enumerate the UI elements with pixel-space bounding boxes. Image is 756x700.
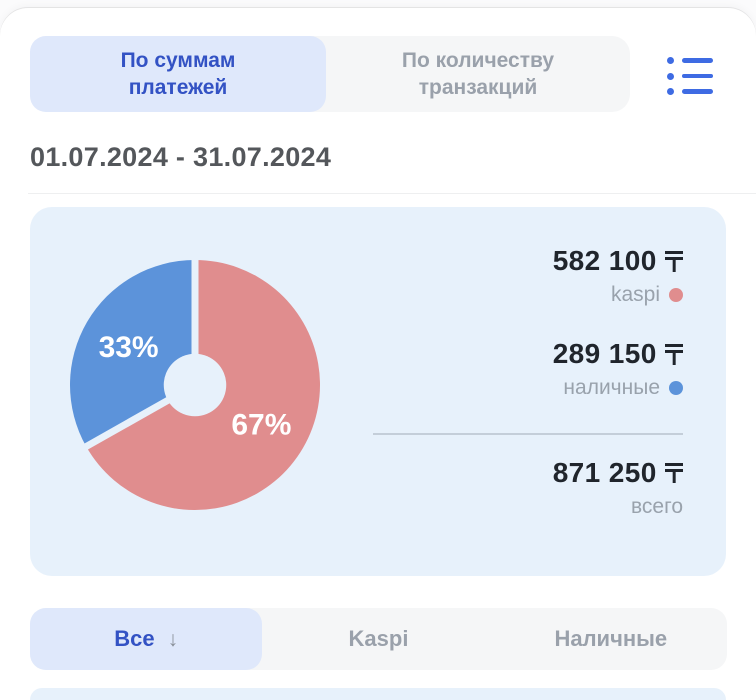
report-type-tabs: По суммам платежей По количеству транзак… (30, 36, 630, 112)
dropdown-arrow-icon: ↓ (167, 627, 179, 651)
total-amount-number: 871 250 (552, 456, 657, 488)
pie-percent-label: 33% (99, 331, 159, 364)
tab-by-payment-sums-label: По суммам платежей (120, 48, 236, 99)
tenge-icon (665, 462, 683, 484)
tab-by-transaction-count[interactable]: По количеству транзакций (326, 36, 630, 112)
filter-tab-cash[interactable]: Наличные (495, 608, 727, 670)
total-label-row: всего (373, 494, 683, 520)
list-icon-row (667, 57, 713, 64)
kaspi-amount: 582 100 (373, 245, 683, 277)
payments-chart-card: 67% 33% 582 100 kaspi 289 150 на (30, 207, 726, 576)
cash-amount: 289 150 (373, 338, 683, 370)
list-icon-row (667, 72, 713, 80)
donut-chart: 67% 33% (35, 225, 355, 545)
section-divider (28, 193, 756, 194)
kaspi-dot-icon (669, 288, 683, 302)
tab-by-transaction-count-label: По количеству транзакций (401, 48, 555, 99)
pie-percent-label: 67% (231, 409, 291, 442)
payment-filter-tabs: Все ↓ Kaspi Наличные (30, 608, 727, 670)
kaspi-amount-number: 582 100 (552, 245, 657, 276)
legend-item-kaspi: 582 100 kaspi (373, 245, 683, 308)
filter-tab-kaspi-label: Kaspi (348, 626, 409, 651)
filter-tab-all[interactable]: Все ↓ (30, 608, 263, 670)
cash-label-row: наличные (373, 375, 683, 401)
chart-legend: 582 100 kaspi 289 150 наличные (373, 245, 683, 520)
kaspi-label-row: kaspi (373, 282, 683, 308)
cash-label: наличные (563, 376, 660, 399)
kaspi-label: kaspi (610, 283, 660, 306)
legend-item-total: 871 250 всего (373, 457, 683, 520)
cash-dot-icon (669, 381, 683, 395)
tenge-icon (665, 251, 683, 272)
list-icon[interactable] (667, 57, 713, 95)
total-label: всего (631, 494, 683, 518)
filter-tab-kaspi[interactable]: Kaspi (262, 608, 494, 670)
next-card-preview (30, 688, 726, 700)
total-amount: 871 250 (373, 457, 683, 489)
legend-divider (373, 433, 683, 435)
list-icon-row (667, 88, 713, 95)
donut-chart-svg: 67% 33% (69, 258, 320, 510)
date-range-label: 01.07.2024 - 31.07.2024 (30, 142, 332, 172)
tenge-icon (665, 344, 683, 365)
cash-amount-number: 289 150 (552, 338, 657, 369)
filter-tab-all-label: Все (114, 626, 155, 651)
filter-tab-cash-label: Наличные (554, 626, 668, 651)
tab-by-payment-sums[interactable]: По суммам платежей (30, 36, 326, 112)
legend-item-cash: 289 150 наличные (373, 338, 683, 401)
